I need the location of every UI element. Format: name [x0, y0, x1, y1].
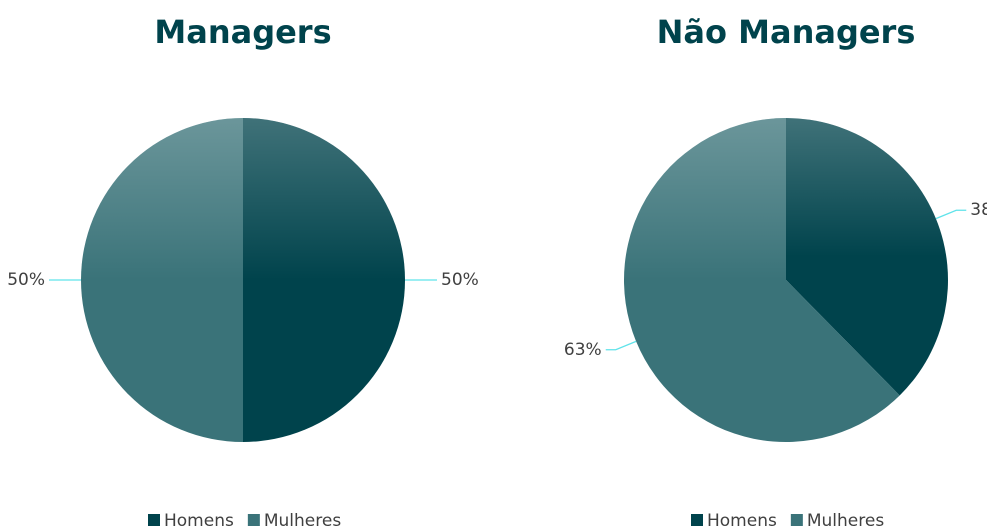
slice-shade	[81, 118, 243, 442]
legend-label: Mulheres	[807, 511, 884, 531]
data-label: 63%	[564, 340, 602, 360]
data-label: 50%	[7, 270, 45, 290]
legend-swatch	[247, 514, 260, 526]
legend-label: Mulheres	[264, 511, 341, 531]
slice-shade	[786, 118, 948, 396]
legend-label: Homens	[164, 511, 234, 531]
data-label: 50%	[441, 270, 479, 290]
data-label: 38%	[970, 200, 987, 220]
slice-shade	[623, 117, 900, 442]
chart-title: Managers	[154, 13, 331, 51]
legend-label: Homens	[707, 511, 777, 531]
legend-swatch	[148, 514, 160, 526]
legend-swatch	[691, 514, 703, 526]
legend-swatch	[790, 514, 803, 526]
slice-shade	[243, 118, 405, 442]
leader-line	[605, 340, 637, 351]
chart-title: Não Managers	[657, 13, 916, 51]
leader-line	[935, 209, 967, 220]
